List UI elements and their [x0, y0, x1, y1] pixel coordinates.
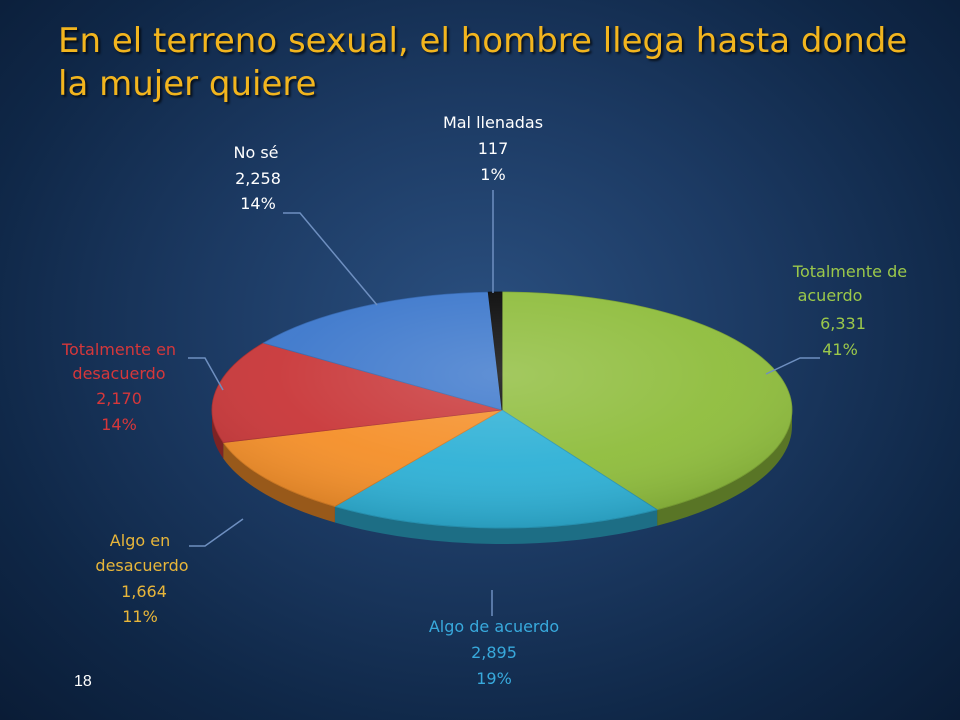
data-label-name-totalmente-de-acuerdo: Totalmente de: [792, 262, 907, 281]
data-label-count-mal-llenadas: 117: [478, 139, 509, 158]
data-label-count-totalmente-en-desacuerdo: 2,170: [96, 389, 142, 408]
data-label-percent-totalmente-de-acuerdo: 41%: [822, 340, 858, 359]
data-label-name-no-se: No sé: [233, 143, 278, 162]
data-label-count-totalmente-de-acuerdo: 6,331: [820, 314, 866, 333]
slide-title: En el terreno sexual, el hombre llega ha…: [58, 21, 908, 104]
leader-line-no-se: [283, 212, 378, 306]
leader-line-algo-en-desacuerdo: [189, 518, 244, 547]
data-label-name-totalmente-en-desacuerdo: Totalmente en: [61, 340, 176, 359]
leader-line-totalmente-de-acuerdo: [765, 357, 820, 375]
data-label-name-algo-en-desacuerdo: Algo en: [110, 531, 170, 550]
data-label-name-algo-en-desacuerdo: desacuerdo: [95, 556, 188, 575]
pie-gloss: [212, 292, 792, 528]
slide-number: 18: [74, 673, 92, 690]
data-label-name-algo-de-acuerdo: Algo de acuerdo: [429, 617, 559, 636]
data-label-percent-algo-de-acuerdo: 19%: [476, 669, 512, 688]
data-label-count-no-se: 2,258: [235, 169, 281, 188]
data-label-name-mal-llenadas: Mal llenadas: [443, 113, 543, 132]
data-label-name-totalmente-en-desacuerdo: desacuerdo: [72, 364, 165, 383]
data-label-count-algo-en-desacuerdo: 1,664: [121, 582, 167, 601]
slice-side-algo-de-acuerdo: [334, 506, 658, 545]
slice-side-totalmente-de-acuerdo: [657, 410, 792, 526]
slice-side-totalmente-en-desacuerdo: [212, 410, 224, 459]
data-label-percent-totalmente-en-desacuerdo: 14%: [101, 415, 137, 434]
data-label-percent-no-se: 14%: [240, 194, 276, 213]
data-label-name-totalmente-de-acuerdo: acuerdo: [798, 286, 863, 305]
data-label-percent-mal-llenadas: 1%: [480, 165, 505, 184]
data-label-percent-algo-en-desacuerdo: 11%: [122, 607, 158, 626]
slice-side-algo-en-desacuerdo: [223, 442, 335, 523]
data-label-count-algo-de-acuerdo: 2,895: [471, 643, 517, 662]
leader-line-totalmente-en-desacuerdo: [188, 357, 224, 391]
